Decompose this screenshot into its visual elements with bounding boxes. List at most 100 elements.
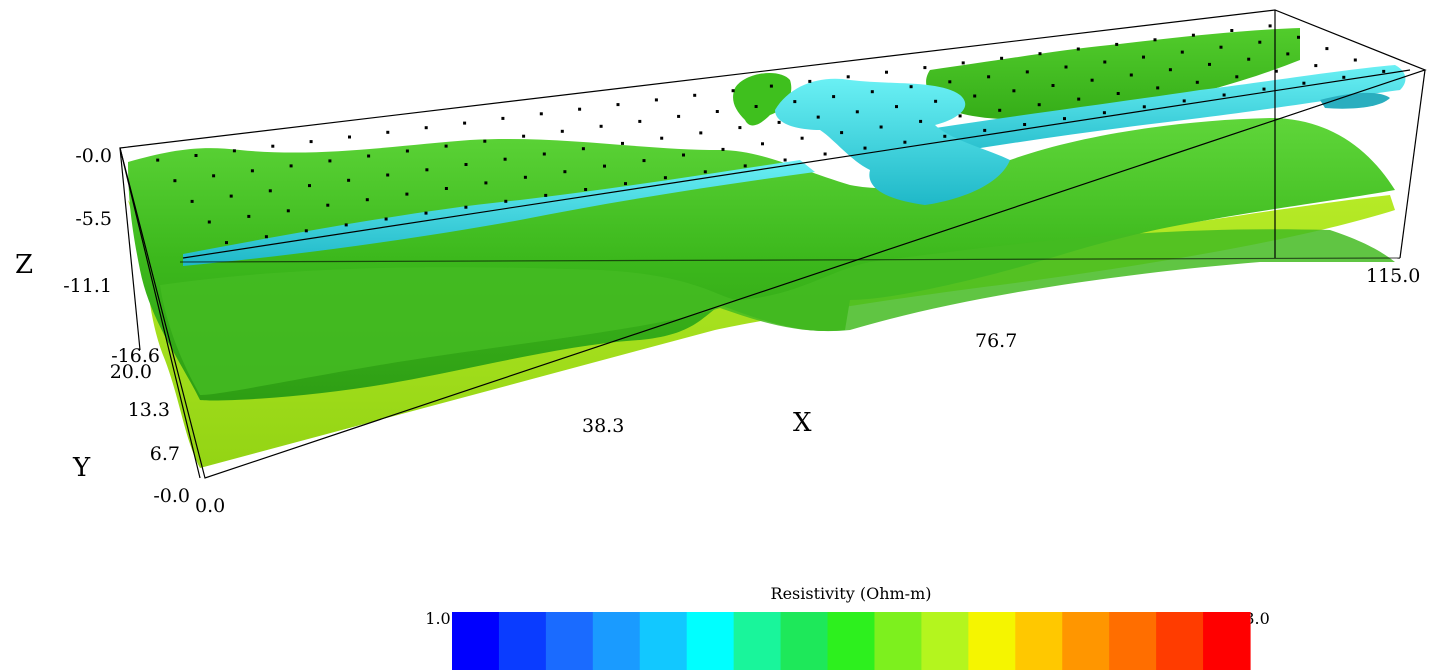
electrode-dot	[1342, 75, 1346, 79]
electrode-dot	[1219, 45, 1223, 49]
electrode-dot	[783, 158, 787, 162]
colorbar-swatch	[592, 612, 641, 670]
electrode-dot	[173, 179, 177, 183]
electrode-dot	[328, 159, 332, 163]
electrode-dot	[923, 66, 927, 70]
electrode-dot	[444, 144, 448, 148]
colorbar-swatch	[498, 612, 547, 670]
electrode-dot	[677, 114, 681, 118]
electrode-dot	[624, 182, 627, 186]
isosurface-green-lower	[160, 229, 1395, 395]
electrode-dot	[1258, 40, 1262, 44]
electrode-dot	[603, 164, 606, 168]
electrode-dot	[386, 173, 390, 177]
electrode-dot	[1182, 99, 1186, 103]
colorbar-swatches	[452, 612, 1251, 670]
electrode-dot	[268, 189, 272, 193]
electrode-dot	[816, 115, 820, 119]
electrode-dot	[863, 146, 867, 150]
colorbar-swatch	[780, 612, 829, 670]
electrode-dot	[542, 152, 546, 156]
electrode-dot	[1037, 103, 1041, 107]
electrode-dot	[1235, 75, 1239, 79]
electrode-dot	[444, 187, 448, 190]
colorbar-swatch	[968, 612, 1016, 670]
electrode-dot	[682, 153, 685, 157]
electrode-dot	[948, 80, 952, 84]
electrode-dot	[777, 120, 781, 124]
colorbar-title: Resistivity (Ohm-m)	[771, 584, 932, 603]
electrode-dot	[793, 100, 797, 104]
isosurface-green-blob	[733, 73, 792, 126]
electrode-dot	[405, 149, 409, 153]
colorbar-swatch	[733, 612, 782, 670]
electrode-dot	[1063, 117, 1066, 121]
electrode-dot	[879, 125, 883, 129]
electrode-dot	[1153, 38, 1157, 42]
electrode-dot	[304, 229, 308, 233]
electrode-dot	[961, 61, 965, 65]
electrode-dot	[1102, 111, 1106, 115]
electrode-dot	[1314, 64, 1318, 68]
electrode-dot	[1038, 52, 1042, 56]
electrode-dot	[919, 119, 923, 123]
electrode-dot	[1286, 52, 1290, 56]
colorbar-tick-label: 1.0	[425, 609, 450, 628]
electrode-dot	[522, 134, 526, 138]
electrode-dot	[616, 103, 620, 107]
electrode-dot	[1208, 62, 1211, 66]
electrode-dot	[212, 174, 216, 178]
electrode-dot	[365, 198, 369, 202]
electrode-dot	[1382, 69, 1386, 73]
electrode-dot	[1103, 60, 1107, 64]
electrode-dot	[271, 144, 275, 148]
electrode-dot	[721, 147, 725, 151]
electrode-dot	[943, 134, 947, 138]
colorbar-swatch	[827, 612, 876, 670]
electrode-dot	[987, 75, 991, 79]
electrode-dot	[344, 223, 348, 227]
colorbar-swatch	[1203, 612, 1251, 670]
y-tick-label: 6.7	[150, 443, 180, 465]
bounding-box	[119, 9, 1427, 479]
electrode-dot	[958, 114, 962, 118]
isosurface-cyan-band-right	[860, 65, 1406, 165]
electrode-dot	[621, 141, 624, 145]
electrode-dot	[464, 163, 468, 166]
x-tick-label: 38.3	[582, 415, 624, 437]
isosurface-cyan-band	[183, 160, 815, 266]
electrode-dot	[754, 105, 758, 108]
electrode-dot	[743, 164, 747, 168]
electrode-dot	[1262, 87, 1266, 91]
electrode-dot	[870, 90, 874, 94]
electrode-dot	[289, 164, 293, 168]
electrode-dot	[846, 75, 850, 79]
electrode-dot	[660, 136, 664, 140]
electrode-dot	[309, 140, 313, 144]
colorbar: Resistivity (Ohm-m) 1.03.09.127.583.0	[425, 584, 1270, 670]
electrode-dot	[1302, 81, 1306, 85]
electrode-dot	[425, 168, 429, 172]
axis-labels: -0.0 -5.5 -11.1 -16.6 Z 20.0 13.3 6.7 -0…	[15, 145, 1420, 517]
electrode-dot	[1051, 84, 1055, 87]
electrode-dot	[703, 170, 707, 174]
colorbar-swatch	[1062, 612, 1110, 670]
colorbar-swatch	[1109, 612, 1157, 670]
colorbar-swatch	[921, 612, 969, 670]
electrode-dot	[264, 235, 268, 239]
colorbar-swatch	[874, 612, 923, 670]
electrode-dot	[584, 188, 588, 191]
isosurface-cyan-blob	[775, 78, 1010, 205]
electrode-dot	[523, 175, 527, 179]
electrode-dot	[1077, 97, 1081, 101]
colorbar-swatch	[452, 612, 500, 670]
electrode-dot	[903, 140, 907, 144]
electrode-dot	[1297, 35, 1300, 39]
electrode-dot	[823, 152, 827, 156]
electrode-dot	[308, 184, 311, 188]
electrode-dot	[1076, 47, 1080, 51]
electrode-dot	[1090, 78, 1094, 82]
electrode-dot	[225, 241, 228, 245]
electrode-dot	[1142, 105, 1146, 109]
